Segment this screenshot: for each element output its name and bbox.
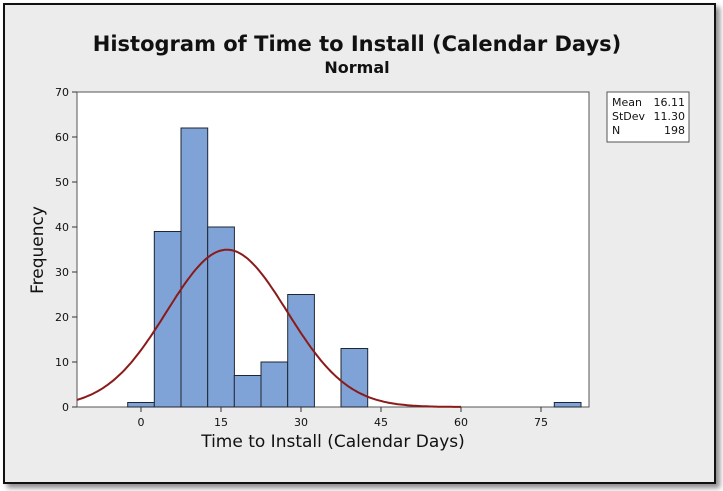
histogram-bars <box>127 127 582 408</box>
y-axis: 0 10 20 30 40 50 60 70 <box>55 86 77 414</box>
y-tick-label: 0 <box>62 401 69 414</box>
x-tick-label: 75 <box>534 416 548 429</box>
y-tick-label: 70 <box>55 86 69 99</box>
histogram-bar <box>233 375 262 408</box>
y-tick-label: 10 <box>55 356 69 369</box>
y-tick-label: 50 <box>55 176 69 189</box>
x-tick-label: 15 <box>214 416 228 429</box>
legend-rows: Mean 16.11 StDev 11.30 N 198 <box>612 96 685 137</box>
chart-svg: Histogram of Time to Install (Calendar D… <box>28 32 690 452</box>
x-tick-label: 0 <box>138 416 145 429</box>
y-tick-label: 30 <box>55 266 69 279</box>
chart-frame: Histogram of Time to Install (Calendar D… <box>3 3 716 484</box>
legend-value: 16.11 <box>654 96 686 109</box>
legend-value: 11.30 <box>654 110 686 123</box>
y-tick-label: 60 <box>55 131 69 144</box>
legend-border <box>606 91 690 143</box>
y-axis-label: Frequency <box>28 206 48 294</box>
histogram-bar <box>127 402 155 408</box>
y-tick-label: 20 <box>55 311 69 324</box>
histogram-bar <box>207 226 235 408</box>
histogram-bar <box>153 231 182 408</box>
legend-label: StDev <box>612 110 646 123</box>
histogram-bar <box>340 348 369 408</box>
chart-subtitle: Normal <box>324 58 389 77</box>
normal-fit-curve <box>76 248 461 408</box>
plot-area <box>76 91 590 408</box>
chart-title: Histogram of Time to Install (Calendar D… <box>93 32 621 56</box>
histogram-bar <box>260 361 289 408</box>
histogram-bar <box>287 294 315 408</box>
histogram-bar <box>180 127 209 408</box>
legend-value: 198 <box>664 124 685 137</box>
legend-box: Mean 16.11 StDev 11.30 N 198 <box>606 91 690 143</box>
x-tick-label: 60 <box>454 416 468 429</box>
y-tick-label: 40 <box>55 221 69 234</box>
x-tick-label: 45 <box>374 416 388 429</box>
x-axis: 0 15 30 45 60 75 <box>138 407 548 429</box>
legend-label: Mean <box>612 96 642 109</box>
x-tick-label: 30 <box>294 416 308 429</box>
legend-label: N <box>612 124 620 137</box>
histogram-bar <box>553 402 582 408</box>
x-axis-label: Time to Install (Calendar Days) <box>200 432 465 452</box>
